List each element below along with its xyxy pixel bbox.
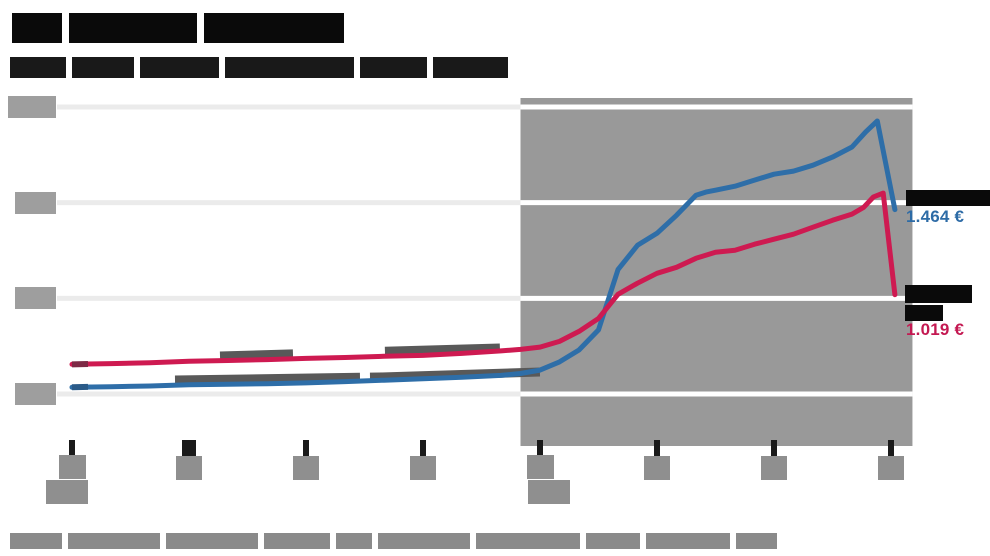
redacted-x-tick-label (761, 456, 787, 480)
redacted-subtitle-word (10, 57, 66, 78)
redacted-footer-word (264, 533, 330, 549)
redacted-x-tick-label (528, 480, 570, 504)
x-tick-mark (303, 440, 309, 457)
redacted-y-tick-label (15, 383, 56, 405)
redacted-series-name-red (905, 285, 972, 303)
redacted-footer-word (736, 533, 777, 549)
redacted-subtitle-word (225, 57, 354, 78)
redacted-footer-word (646, 533, 730, 549)
redacted-series-name-red (905, 305, 943, 321)
redacted-footer-word (10, 533, 62, 549)
redacted-title-word (69, 13, 197, 43)
redacted-x-tick-label (644, 456, 670, 480)
redacted-subtitle-word (72, 57, 134, 78)
highlight-region (520, 98, 913, 446)
redacted-footer-word (476, 533, 580, 549)
redacted-y-tick-label (15, 191, 56, 214)
redacted-x-tick-label (59, 455, 86, 479)
redacted-x-tick-label (878, 456, 904, 480)
redacted-y-tick-label (8, 96, 56, 118)
red-series-end-value: 1.019 € (906, 320, 965, 339)
redacted-x-tick-label (410, 456, 436, 480)
redacted-series-name-blue (906, 190, 990, 206)
redacted-footer-word (68, 533, 160, 549)
redacted-footer-word (336, 533, 372, 549)
redacted-footer-word (378, 533, 470, 549)
redacted-subtitle-word (140, 57, 219, 78)
x-tick-mark (654, 440, 660, 457)
x-tick-mark (420, 440, 426, 457)
red-series-line (69, 190, 898, 367)
blue-series-line (69, 118, 898, 390)
redacted-footer-word (166, 533, 258, 549)
x-tick-mark (537, 440, 543, 457)
redacted-inline-label-red (219, 343, 501, 361)
redacted-x-tick-label (293, 456, 319, 480)
blue-series-end-value: 1.464 € (906, 207, 965, 226)
redacted-x-tick-label (46, 480, 88, 504)
redacted-title-word (204, 13, 344, 43)
redacted-x-tick-label (527, 455, 554, 479)
redacted-footer-word (586, 533, 640, 549)
redacted-title-word (12, 13, 62, 43)
redacted-x-tick-label (176, 456, 202, 480)
redacted-y-tick-label (15, 287, 56, 310)
x-tick-mark (771, 440, 777, 457)
redacted-subtitle-word (433, 57, 508, 78)
x-tick-mark (69, 440, 75, 457)
redacted-subtitle-word (360, 57, 427, 78)
x-tick-mark (182, 440, 196, 457)
x-tick-mark (888, 440, 894, 457)
